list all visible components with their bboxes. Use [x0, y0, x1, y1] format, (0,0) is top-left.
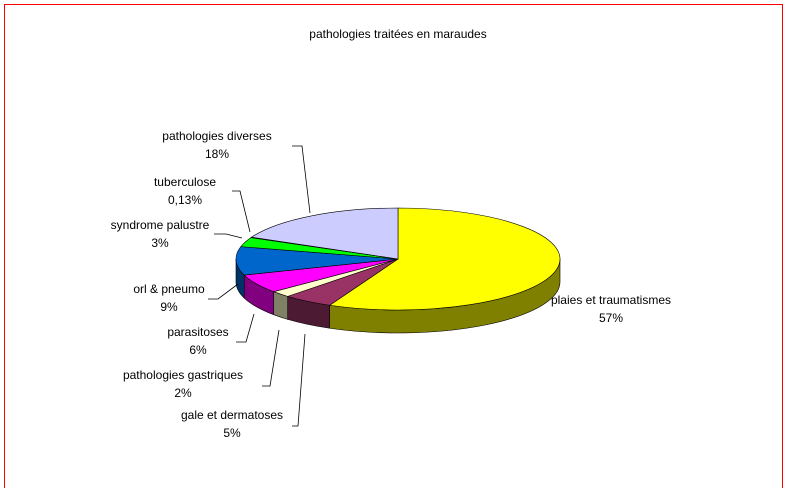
leader-line [214, 233, 243, 239]
leader-line [262, 329, 280, 387]
value-label: 57% [599, 311, 623, 325]
chart-title: pathologies traitées en maraudes [309, 27, 486, 41]
slice-label: syndrome palustre [111, 218, 210, 232]
value-label: 6% [189, 343, 207, 357]
slice [235, 246, 399, 276]
slice-label: gale et dermatoses [181, 408, 283, 422]
leader-line [236, 313, 255, 343]
slice-label: pathologies diverses [162, 129, 271, 143]
value-label: 2% [174, 386, 192, 400]
slice-label: orl & pneumo [133, 282, 205, 296]
slice-label: parasitoses [167, 325, 228, 339]
value-label: 18% [205, 147, 229, 161]
slice [250, 207, 399, 260]
leader-line [208, 283, 239, 300]
value-label: 3% [151, 236, 169, 250]
slice [328, 207, 561, 311]
leader-line [292, 145, 311, 214]
value-label: 5% [223, 426, 241, 440]
leader-line [232, 190, 251, 233]
slice-label: pathologies gastriques [123, 368, 243, 382]
value-label: 0,13% [168, 193, 202, 207]
slice-label: plaies et traumatismes [551, 293, 671, 307]
value-label: 9% [160, 300, 178, 314]
slice-label: tuberculose [154, 175, 216, 189]
leader-line [292, 333, 306, 427]
